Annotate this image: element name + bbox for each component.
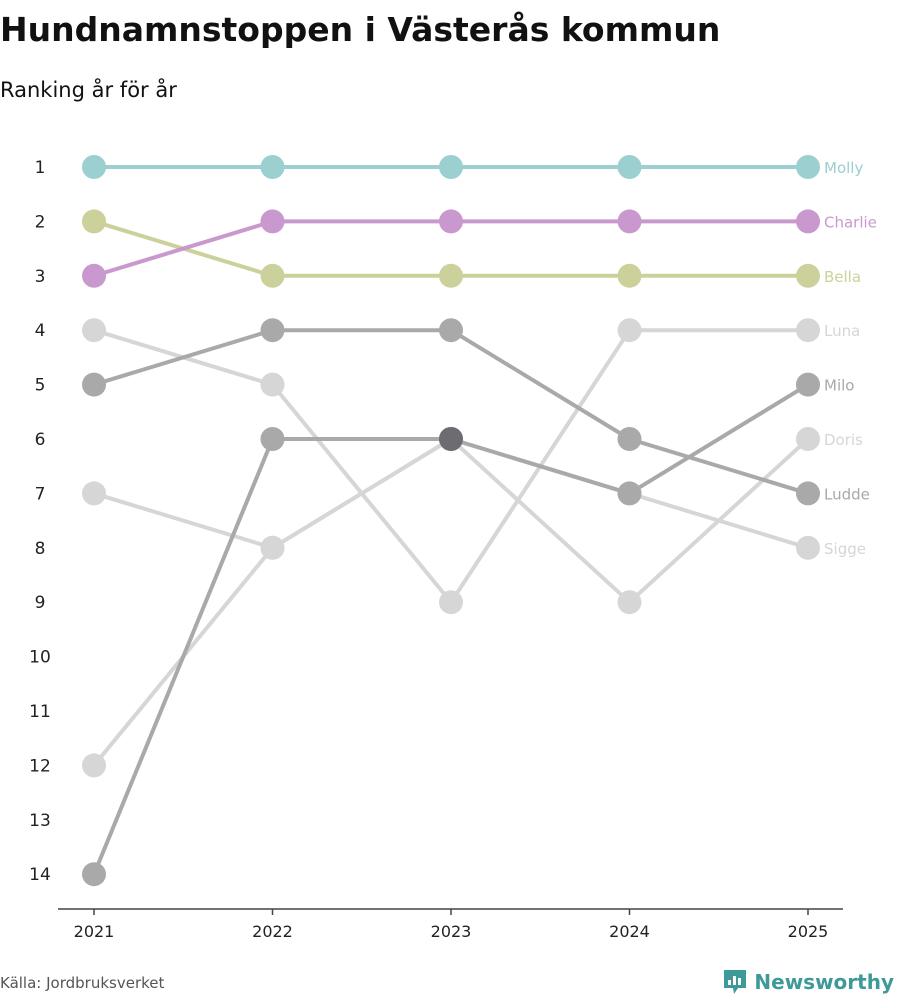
- series-label-doris: Doris: [824, 431, 863, 449]
- series-line-ludde: [93, 328, 809, 496]
- series-label-ludde: Ludde: [824, 485, 870, 503]
- data-point-charlie: [260, 209, 285, 234]
- series-label-sigge: Sigge: [824, 540, 866, 558]
- chart-subtitle: Ranking år för år: [0, 78, 177, 102]
- x-tick-label: 2025: [788, 922, 829, 941]
- data-point-sigge: [82, 481, 106, 506]
- data-point-charlie: [439, 209, 463, 234]
- data-point-doris: [82, 753, 106, 778]
- series-label-luna: Luna: [824, 322, 860, 340]
- data-point-ludde: [796, 481, 820, 506]
- data-point-doris: [617, 590, 642, 615]
- overlap-point: [439, 427, 463, 451]
- y-tick-label: 10: [29, 648, 51, 668]
- newsworthy-icon: [724, 970, 747, 994]
- data-point-doris: [796, 427, 820, 451]
- data-point-charlie: [617, 209, 642, 234]
- series-label-milo: Milo: [824, 377, 854, 395]
- data-point-luna: [260, 372, 285, 397]
- data-point-molly: [617, 155, 642, 179]
- data-point-doris: [260, 535, 285, 560]
- data-point-molly: [796, 155, 820, 179]
- data-point-sigge: [796, 535, 820, 560]
- series-line-milo: [92, 382, 810, 875]
- data-point-molly: [439, 155, 463, 179]
- data-point-ludde: [260, 318, 285, 343]
- data-point-bella: [82, 209, 106, 234]
- x-tick-label: 2024: [609, 922, 650, 941]
- y-tick-label: 2: [35, 212, 46, 232]
- data-point-luna: [617, 318, 642, 343]
- data-point-milo: [82, 862, 106, 887]
- y-tick-label: 6: [35, 430, 46, 450]
- data-point-luna: [796, 318, 820, 343]
- data-point-ludde: [617, 427, 642, 451]
- data-point-ludde: [439, 318, 463, 343]
- data-point-ludde: [82, 372, 106, 397]
- chart-title: Hundnamnstoppen i Västerås kommun: [0, 10, 721, 49]
- series-label-molly: Molly: [824, 159, 863, 177]
- data-point-molly: [260, 155, 285, 179]
- y-tick-label: 14: [29, 865, 51, 885]
- y-tick-label: 13: [29, 811, 51, 831]
- x-tick-label: 2021: [74, 922, 115, 941]
- x-tick-label: 2022: [252, 922, 293, 941]
- y-tick-label: 3: [35, 267, 46, 287]
- y-tick-label: 12: [29, 756, 51, 776]
- y-tick-label: 8: [35, 539, 46, 559]
- data-point-charlie: [82, 263, 106, 288]
- data-point-bella: [617, 263, 642, 288]
- source-note: Källa: Jordbruksverket: [0, 974, 165, 992]
- data-point-luna: [439, 590, 463, 615]
- y-tick-label: 5: [35, 376, 46, 396]
- data-point-milo: [796, 372, 820, 397]
- y-tick-label: 9: [35, 593, 46, 613]
- series-line-sigge: [93, 437, 809, 550]
- y-tick-label: 1: [35, 158, 46, 178]
- data-point-bella: [439, 263, 463, 288]
- brand-logo: Newsworthy: [722, 968, 894, 996]
- y-tick-label: 4: [35, 321, 46, 341]
- data-point-molly: [82, 155, 106, 179]
- series-line-luna: [93, 328, 808, 605]
- y-tick-label: 7: [35, 484, 46, 504]
- x-tick-label: 2023: [431, 922, 472, 941]
- data-point-luna: [82, 318, 106, 343]
- data-point-milo: [617, 481, 642, 506]
- brand-name: Newsworthy: [754, 970, 894, 994]
- series-label-bella: Bella: [824, 268, 861, 286]
- y-tick-label: 11: [29, 702, 51, 722]
- data-point-charlie: [796, 209, 820, 234]
- data-point-bella: [260, 263, 285, 288]
- series-label-charlie: Charlie: [824, 213, 877, 231]
- data-point-milo: [260, 427, 285, 451]
- data-point-bella: [796, 263, 820, 288]
